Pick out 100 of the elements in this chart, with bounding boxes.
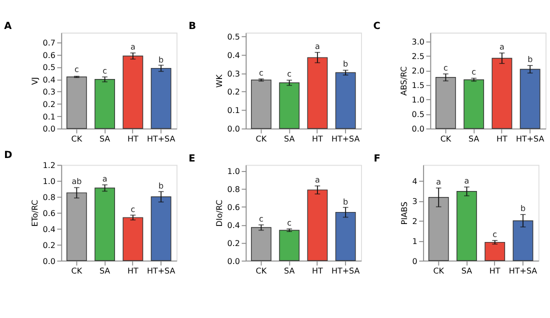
x-tick-label: SA xyxy=(99,266,111,276)
x-tick-label: SA xyxy=(284,266,296,276)
x-tick-label: CK xyxy=(256,266,268,276)
annotation: c xyxy=(102,66,108,76)
annotation: c xyxy=(444,63,448,72)
x-tick-label: HT+SA xyxy=(508,266,538,276)
x-tick-label: SA xyxy=(99,134,111,144)
bar xyxy=(250,80,272,129)
y-axis-title: PIABS xyxy=(400,202,409,225)
x-tick-label: HT xyxy=(496,134,508,144)
y-tick-label: 0.3 xyxy=(227,69,240,78)
y-tick-label: 3.0 xyxy=(412,37,424,46)
bar xyxy=(150,196,172,262)
chart-title: E xyxy=(188,153,196,164)
chart-title: C xyxy=(373,21,380,32)
y-axis-title: ABS/RC xyxy=(399,66,408,96)
y-tick-label: 0.0 xyxy=(412,124,424,134)
x-tick-label: HT xyxy=(312,134,324,144)
y-tick-label: 1.0 xyxy=(412,96,424,105)
y-tick-label: 0.5 xyxy=(412,110,424,120)
annotation: b xyxy=(158,55,164,64)
bar xyxy=(512,220,534,262)
bar xyxy=(335,72,356,129)
bar xyxy=(428,197,449,262)
y-tick-label: 0.2 xyxy=(227,238,240,248)
y-tick-label: 0.2 xyxy=(227,88,240,97)
y-tick-label: 0.1 xyxy=(227,106,240,116)
bar xyxy=(464,79,484,129)
annotation: a xyxy=(464,176,470,186)
y-axis-title: ETo/RC xyxy=(30,199,40,227)
y-tick-label: 0.6 xyxy=(227,203,240,212)
y-axis-title: DIo/RC xyxy=(214,199,224,227)
chart-title: A xyxy=(4,21,12,32)
annotation: a xyxy=(436,177,442,186)
annotation: c xyxy=(472,68,476,77)
y-tick-label: 0.2 xyxy=(42,100,56,110)
bar xyxy=(122,56,144,129)
bar xyxy=(307,57,328,129)
y-tick-label: 0.1 xyxy=(42,112,56,122)
chart-title: B xyxy=(188,21,196,32)
y-tick-label: 3 xyxy=(412,196,418,206)
y-tick-label: 0.0 xyxy=(227,256,240,266)
y-tick-label: 0.7 xyxy=(42,38,56,48)
y-tick-label: 2.0 xyxy=(412,66,424,76)
bar xyxy=(66,192,87,262)
annotation: c xyxy=(130,205,136,214)
y-tick-label: 0.4 xyxy=(42,224,56,234)
y-tick-label: 0.5 xyxy=(227,32,240,42)
x-tick-label: HT+SA xyxy=(146,134,176,144)
y-tick-label: 4 xyxy=(412,176,418,186)
x-tick-label: SA xyxy=(461,266,473,276)
annotation: b xyxy=(343,60,348,69)
y-tick-label: 0.8 xyxy=(227,185,240,194)
annotation: a xyxy=(130,42,136,52)
y-tick-label: 0.6 xyxy=(42,50,56,60)
x-tick-label: CK xyxy=(71,266,83,276)
y-tick-label: 0.8 xyxy=(42,192,56,202)
bar xyxy=(150,68,172,129)
bar xyxy=(122,217,144,262)
annotation: a xyxy=(315,42,320,51)
bar xyxy=(279,230,300,262)
x-tick-label: HT xyxy=(127,134,138,144)
bar xyxy=(520,68,540,129)
y-tick-label: 2 xyxy=(412,216,418,226)
bar xyxy=(250,227,272,262)
annotation: c xyxy=(259,68,264,78)
bar xyxy=(66,76,87,129)
x-tick-label: CK xyxy=(71,134,83,144)
annotation: b xyxy=(158,181,164,190)
y-tick-label: 0 xyxy=(412,256,418,266)
bar xyxy=(94,78,116,129)
y-tick-label: 1.0 xyxy=(227,167,240,176)
x-tick-label: HT+SA xyxy=(146,266,176,276)
y-axis-title: VJ xyxy=(30,77,40,85)
y-tick-label: 0.3 xyxy=(42,88,56,97)
y-tick-label: 0.6 xyxy=(42,208,56,218)
y-tick-label: 1.2 xyxy=(42,160,56,170)
chart-title: F xyxy=(374,153,380,164)
chart-title: D xyxy=(4,150,12,161)
y-tick-label: 1 xyxy=(412,236,418,246)
annotation: a xyxy=(315,175,320,184)
annotation: c xyxy=(287,218,292,228)
annotation: c xyxy=(287,70,292,79)
annotation: b xyxy=(520,204,526,214)
x-tick-label: CK xyxy=(440,134,452,144)
x-tick-label: HT xyxy=(489,266,500,276)
y-tick-label: 0.4 xyxy=(227,50,240,60)
x-tick-label: HT+SA xyxy=(516,134,545,144)
y-tick-label: 0.5 xyxy=(42,63,56,72)
y-axis-title: WK xyxy=(214,74,224,88)
y-tick-label: 1.0 xyxy=(42,176,56,186)
y-tick-label: 0.0 xyxy=(42,256,56,266)
annotation: ab xyxy=(72,177,82,186)
annotation: a xyxy=(500,42,505,52)
y-tick-label: 0.4 xyxy=(42,75,56,84)
x-tick-label: SA xyxy=(468,134,480,144)
annotation: b xyxy=(528,54,533,64)
annotation: c xyxy=(259,214,264,224)
y-tick-label: 0.0 xyxy=(227,124,240,134)
annotation: c xyxy=(492,230,498,239)
